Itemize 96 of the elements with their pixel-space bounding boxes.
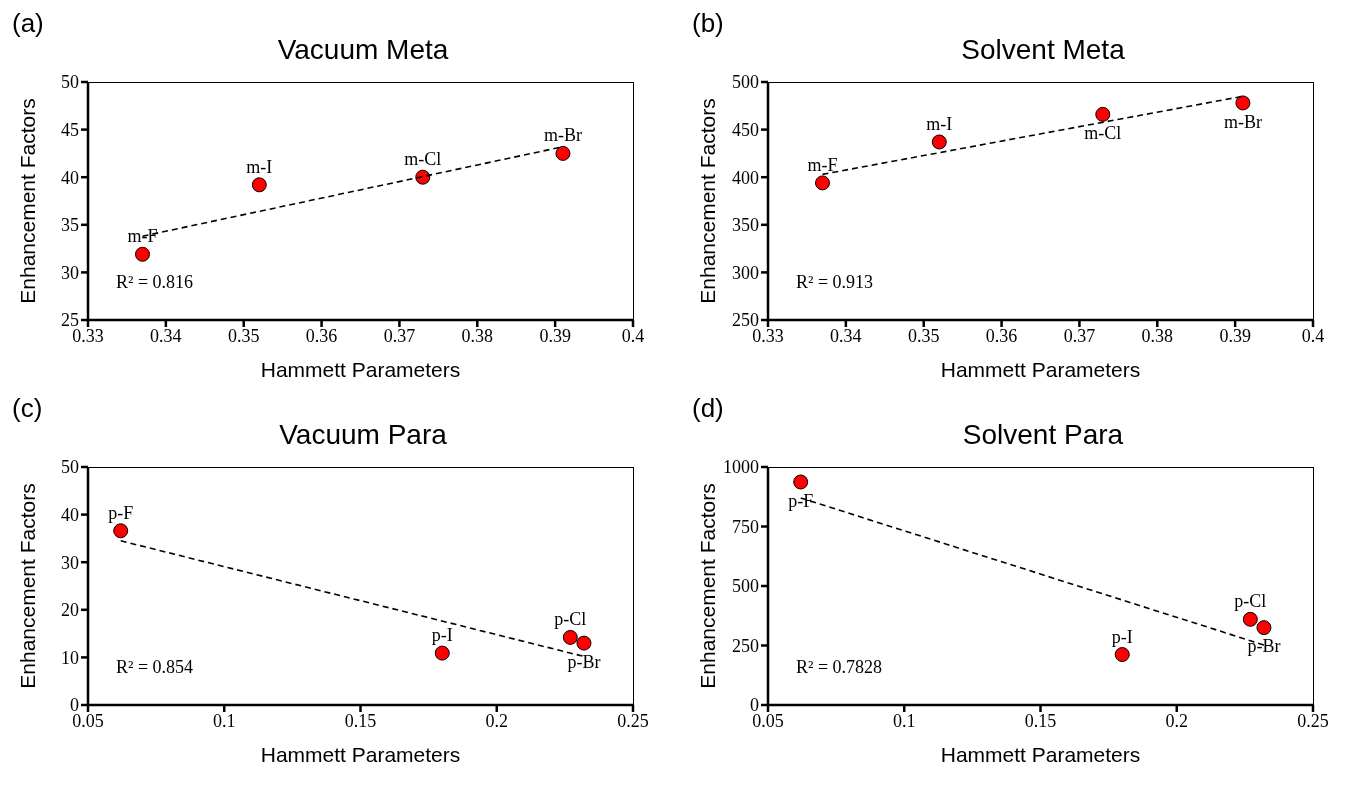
x-tick-label: 0.38 [1141,325,1174,346]
chart-title: Solvent Para [961,419,1125,451]
text: (d) [692,393,724,424]
point [113,523,129,539]
y-tick-label: 50 [61,72,79,93]
x-tick-label: 0.34 [830,325,862,346]
annotation: p-I [1111,626,1133,647]
x-tick-label: 0.39 [539,325,571,346]
point [815,175,830,191]
x-axis-title: Hammett Parameters [260,742,461,766]
x-tick-label: 0.33 [752,325,784,346]
x-tick-label: 0.36 [985,325,1018,346]
chart-title: Vacuum Para [278,419,448,451]
annotation: m-Cl [404,149,442,170]
x-tick-label: 0.34 [150,325,182,346]
x-tick-label: 0.2 [1165,710,1188,731]
annotation: m-Cl [1084,123,1122,144]
y-axis-title: Enhancement Factors [16,483,40,689]
annotation: m-I [246,156,273,177]
y-axis-title: Enhancement Factors [696,98,720,304]
text: (a) [12,8,44,39]
y-tick-label: 500 [732,576,759,597]
point [562,629,578,645]
point [251,177,267,193]
point [931,134,947,150]
annotation: p-Br [567,651,601,672]
y-tick-label: 35 [61,215,79,236]
annotation: p-Cl [554,609,587,630]
x-tick-label: 0.36 [305,325,338,346]
y-tick-label: 450 [732,119,759,140]
annotation: m-Br [1223,111,1262,132]
chart-title: Solvent Meta [960,34,1126,66]
point [555,145,571,161]
y-axis-title: Enhancement Factors [696,483,720,689]
annotation: R² = 0.913 [796,272,874,293]
point [1114,647,1130,663]
x-tick-label: 0.05 [752,710,784,731]
x-tick-label: 0.15 [344,710,377,731]
y-tick-label: 30 [61,552,79,573]
point [1242,611,1258,627]
y-tick-label: 30 [61,262,79,283]
y-tick-label: 40 [61,504,79,525]
y-tick-label: 1000 [723,457,759,478]
x-tick-label: 0.1 [213,710,236,731]
x-tick-label: 0.39 [1219,325,1251,346]
annotation: R² = 0.854 [116,657,194,678]
y-tick-label: 400 [732,167,759,188]
x-tick-label: 0.25 [617,710,649,731]
annotation: R² = 0.7828 [796,657,883,678]
y-tick-label: 500 [732,72,759,93]
x-tick-label: 0.25 [1297,710,1329,731]
y-tick-label: 40 [61,167,79,188]
point [1235,95,1251,111]
x-tick-label: 0.35 [907,325,940,346]
point [793,474,809,490]
y-tick-label: 250 [732,635,759,656]
x-axis-title: Hammett Parameters [940,357,1141,381]
x-tick-label: 0.37 [1063,325,1096,346]
point [1256,620,1272,636]
x-axis-title: Hammett Parameters [940,742,1141,766]
annotation: m-I [926,113,953,134]
annotation: m-F [807,154,838,175]
y-axis-title: Enhancement Factors [16,98,40,304]
point [135,246,150,262]
annotation: p-F [788,490,814,511]
x-tick-label: 0.1 [893,710,916,731]
y-tick-label: 10 [61,647,79,668]
annotation: p-F [108,502,134,523]
x-tick-label: 0.37 [383,325,416,346]
annotation: p-I [431,625,453,646]
x-tick-label: 0.33 [72,325,104,346]
x-tick-label: 0.4 [621,325,645,346]
point [434,645,450,661]
y-tick-label: 350 [732,215,759,236]
point [576,635,592,651]
text: (b) [692,8,724,39]
y-tick-label: 300 [732,262,759,283]
annotation: m-Br [543,125,582,146]
x-tick-label: 0.35 [227,325,260,346]
x-tick-label: 0.05 [72,710,104,731]
chart-title: Vacuum Meta [276,34,450,66]
x-tick-label: 0.15 [1024,710,1057,731]
y-tick-label: 750 [732,516,759,537]
annotation: p-Br [1247,636,1281,657]
y-tick-label: 50 [61,457,79,478]
x-axis-title: Hammett Parameters [260,357,461,381]
annotation: p-Cl [1234,591,1267,612]
annotation: R² = 0.816 [116,272,194,293]
x-tick-label: 0.2 [485,710,508,731]
y-tick-label: 45 [61,119,79,140]
annotation: m-F [127,226,158,247]
x-tick-label: 0.38 [461,325,494,346]
x-tick-label: 0.4 [1301,325,1325,346]
text: (c) [12,393,43,424]
y-tick-label: 20 [61,600,79,621]
point [1095,106,1111,122]
